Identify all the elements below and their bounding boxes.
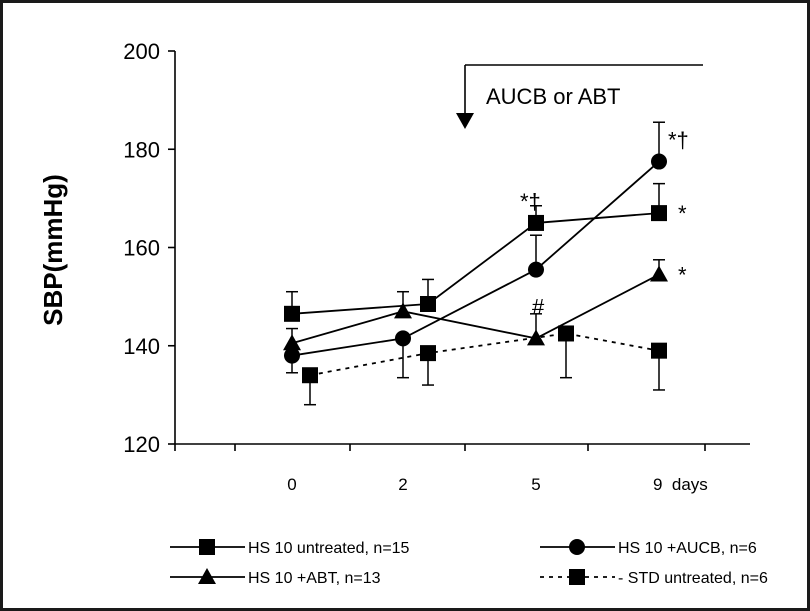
significance-label: *	[678, 201, 687, 226]
y-tick-label: 180	[123, 137, 160, 162]
triangle-marker	[527, 329, 545, 346]
series-line	[291, 273, 660, 345]
square-marker	[569, 569, 585, 585]
triangle-marker	[283, 334, 301, 351]
significance-labels: *† * *† # *	[520, 128, 689, 320]
x-tick-label: 2	[398, 475, 407, 494]
y-tick-label: 160	[123, 236, 160, 261]
square-marker	[199, 539, 215, 555]
circle-marker	[651, 153, 667, 170]
annotation-label: AUCB or ABT	[486, 84, 620, 109]
x-tick-label: 9 days	[653, 475, 708, 494]
circle-marker	[569, 539, 585, 555]
square-marker	[528, 214, 544, 231]
significance-label: *†	[668, 128, 689, 153]
significance-label: *	[678, 263, 687, 288]
square-marker	[651, 342, 667, 359]
square-marker	[420, 345, 436, 362]
square-marker	[420, 295, 436, 312]
series-line	[309, 332, 660, 377]
x-tick-label: 5	[531, 475, 540, 494]
series-lines	[291, 160, 660, 377]
y-tick-label: 140	[123, 334, 160, 359]
circle-marker	[395, 330, 411, 347]
series-line	[291, 212, 660, 315]
x-ticks: 0 2 5 9 days	[174, 444, 708, 494]
significance-label: #	[532, 294, 545, 319]
square-marker	[558, 325, 574, 342]
circle-marker	[284, 347, 300, 364]
y-tick-label: 120	[123, 432, 160, 457]
y-ticks: 120 140 160 180 200	[123, 39, 175, 457]
triangle-marker	[394, 302, 412, 319]
legend: HS 10 untreated, n=15 HS 10 +AUCB, n=6 HS …	[170, 539, 768, 587]
annotation-arrow-head	[456, 113, 474, 129]
legend-label: HS 10 untreated, n=15	[248, 540, 410, 557]
x-tick-label: 0	[287, 475, 296, 494]
treatment-annotation: AUCB or ABT	[456, 64, 703, 129]
triangle-marker	[198, 568, 216, 584]
error-bars	[286, 121, 665, 406]
y-tick-label: 200	[123, 39, 160, 64]
square-marker	[651, 205, 667, 222]
y-axis-label: SBP(mmHg)	[38, 174, 68, 326]
axes	[174, 51, 750, 445]
square-marker	[302, 367, 318, 384]
legend-label: - STD untreated, n=6	[618, 570, 768, 587]
series-markers	[283, 153, 668, 384]
legend-label: HS 10 +AUCB, n=6	[618, 540, 757, 557]
series-line	[291, 160, 660, 357]
legend-label: HS 10 +ABT, n=13	[248, 570, 381, 587]
triangle-marker	[650, 265, 668, 282]
significance-label: *†	[520, 189, 541, 214]
circle-marker	[528, 261, 544, 278]
square-marker	[284, 305, 300, 322]
